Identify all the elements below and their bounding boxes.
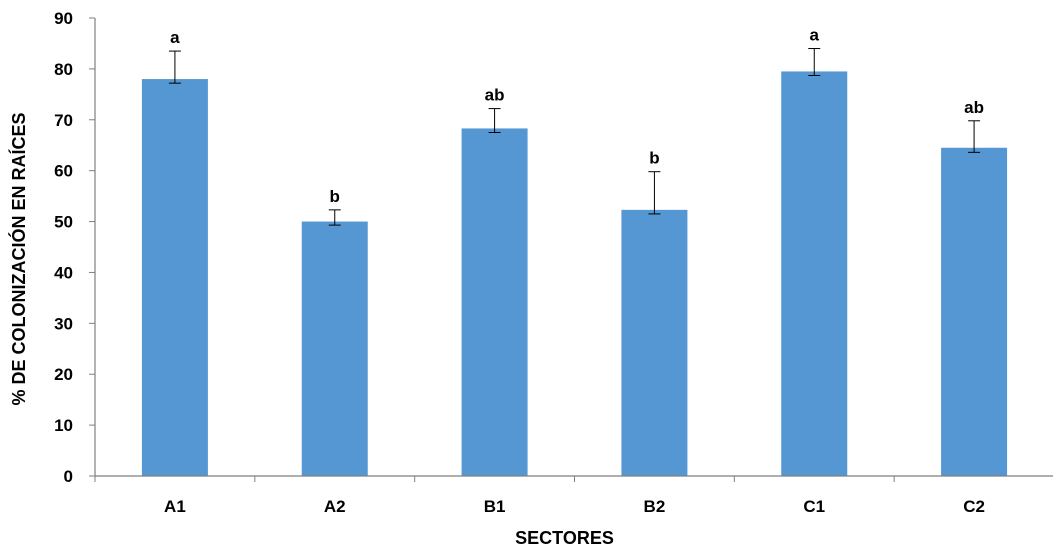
significance-label-a2: b — [330, 187, 340, 206]
significance-label-a1: a — [170, 28, 180, 47]
y-tick-labels-layer: 0 10 20 30 40 50 60 70 80 90 — [54, 9, 73, 486]
bar-a1 — [141, 79, 208, 477]
significance-label-b2: b — [649, 149, 659, 168]
error-bar-c2 — [968, 120, 981, 153]
bar-a2 — [301, 221, 368, 476]
x-tick-label: B1 — [484, 497, 506, 516]
x-tick-label: A1 — [164, 497, 186, 516]
bar-b2 — [621, 209, 688, 476]
bar-c1 — [781, 71, 848, 476]
y-tick-label: 40 — [54, 263, 73, 282]
y-tick-label: 30 — [54, 314, 73, 333]
x-tick-label: C1 — [803, 497, 825, 516]
error-bar-a2 — [328, 209, 341, 226]
significance-label-c1: a — [810, 26, 820, 45]
x-tick-label: B2 — [644, 497, 666, 516]
error-bar-c1 — [808, 48, 821, 77]
y-axis-title: % DE COLONIZACIÓN EN RAÍCES — [8, 112, 29, 405]
y-tick-label: 70 — [54, 111, 73, 130]
significance-label-c2: ab — [964, 98, 984, 117]
axes-layer — [89, 17, 1053, 482]
y-tick-label: 90 — [54, 9, 73, 28]
x-tick-labels-layer: A1 A2 B1 B2 C1 C2 — [164, 497, 985, 516]
y-tick-label: 60 — [54, 162, 73, 181]
y-tick-label: 50 — [54, 213, 73, 232]
error-bar-b2 — [648, 171, 661, 215]
bar-c2 — [941, 147, 1008, 476]
y-tick-label: 10 — [54, 416, 73, 435]
bar-b1 — [461, 128, 528, 476]
error-bar-a1 — [168, 50, 181, 84]
y-tick-label: 20 — [54, 365, 73, 384]
x-axis-title: SECTORES — [515, 528, 614, 548]
x-tick-label: A2 — [324, 497, 346, 516]
y-tick-label: 80 — [54, 60, 73, 79]
significance-label-b1: ab — [485, 86, 505, 105]
error-bar-b1 — [488, 108, 501, 133]
x-tick-label: C2 — [963, 497, 985, 516]
bars-layer — [141, 71, 1008, 477]
y-tick-label: 0 — [64, 467, 73, 486]
error-bars-layer — [168, 48, 981, 226]
